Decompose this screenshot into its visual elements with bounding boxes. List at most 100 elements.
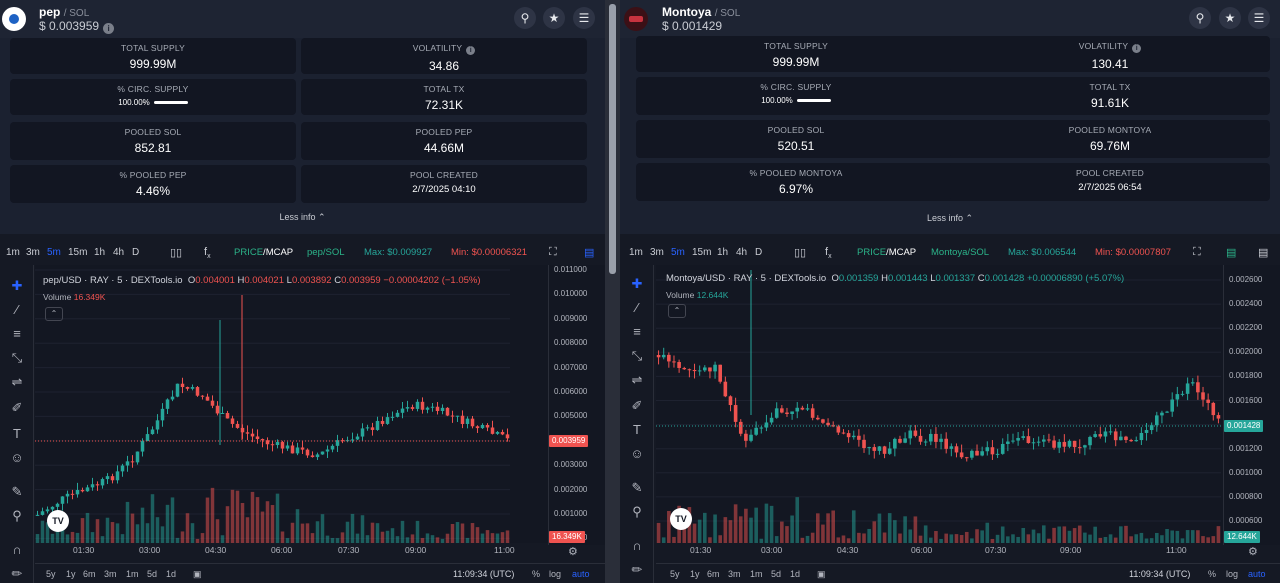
price-axis[interactable]: 0.002600 0.002400 0.002200 0.002000 0.001800… [1223, 265, 1280, 545]
settings-gear-icon[interactable]: ⚙ [568, 546, 578, 558]
range-1m[interactable]: 1m [126, 569, 139, 579]
price-chart[interactable]: pep/USD · RAY · 5 · DEXTools.io O0.00400… [35, 265, 548, 543]
range-1d[interactable]: 1d [166, 569, 177, 579]
range-5d[interactable]: 5d [147, 569, 158, 579]
less-info-toggle[interactable]: Less info ⌃ [926, 213, 974, 223]
volume-bar [35, 534, 40, 543]
range-1d[interactable]: 1d [790, 569, 801, 579]
trendline-icon[interactable]: ∕ [635, 300, 639, 315]
fib-icon[interactable]: ≡ [13, 326, 21, 341]
tf-1h[interactable]: 1h [94, 247, 106, 258]
range-5y[interactable]: 5y [46, 569, 56, 579]
collapse-legend-button[interactable]: ⌃ [45, 307, 63, 321]
range-1y[interactable]: 1y [690, 569, 700, 579]
favorite-button[interactable]: ★ [1219, 7, 1241, 29]
chart-icon[interactable]: ▤ [1226, 247, 1237, 259]
tf-1h[interactable]: 1h [717, 247, 729, 258]
price-mcap-toggle[interactable]: PRICE/MCAP [857, 247, 917, 258]
tf-1m[interactable]: 1m [629, 247, 643, 258]
date-range-icon[interactable]: ▣ [193, 569, 202, 579]
pair-toggle[interactable]: Montoya/SOL [931, 247, 990, 258]
range-5d[interactable]: 5d [771, 569, 782, 579]
indicators-icon[interactable]: fx [825, 246, 832, 261]
log-toggle[interactable]: log [1226, 569, 1239, 579]
scrollbar[interactable] [609, 4, 616, 274]
search-button[interactable]: ⚲ [514, 7, 536, 29]
info-icon[interactable]: i [1132, 44, 1142, 53]
crosshair-icon[interactable]: ✚ [631, 276, 643, 291]
favorite-button[interactable]: ★ [543, 7, 565, 29]
lock-drawings-icon[interactable]: ✏ [631, 562, 643, 577]
price-mcap-toggle[interactable]: PRICE/MCAP [234, 247, 294, 258]
ruler-icon[interactable]: ✎ [11, 484, 23, 499]
info-icon[interactable]: i [103, 23, 115, 34]
time-axis[interactable]: 01:30 03:00 04:30 06:00 07:30 09:00 11:00 [656, 543, 1223, 559]
text-icon[interactable]: T [13, 426, 21, 441]
tf-4h[interactable]: 4h [113, 247, 125, 258]
tf-d[interactable]: D [132, 247, 140, 258]
pair-toggle[interactable]: pep/SOL [307, 247, 345, 258]
candle-type-icon[interactable]: ▯▯ [794, 247, 807, 259]
emoji-icon[interactable]: ☺ [10, 450, 24, 465]
tf-15m[interactable]: 15m [68, 247, 88, 258]
indicators-icon[interactable]: fx [204, 246, 211, 261]
range-5y[interactable]: 5y [670, 569, 680, 579]
range-6m[interactable]: 6m [83, 569, 96, 579]
text-icon[interactable]: T [633, 422, 641, 437]
candle [285, 445, 290, 449]
price-chart[interactable]: Montoya/USD · RAY · 5 · DEXTools.io O0.0… [656, 265, 1223, 543]
menu-button[interactable]: ☰ [1248, 7, 1270, 29]
range-1y[interactable]: 1y [66, 569, 76, 579]
percent-toggle[interactable]: % [532, 569, 541, 579]
tf-4h[interactable]: 4h [736, 247, 748, 258]
tf-3m[interactable]: 3m [650, 247, 664, 258]
price-axis[interactable]: 0.011000 0.010000 0.009000 0.008000 0.007000… [548, 265, 605, 545]
fullscreen-icon[interactable]: ⛶ [549, 246, 557, 258]
pattern-icon[interactable]: ⤡ [631, 348, 643, 363]
zoom-icon[interactable]: ⚲ [632, 504, 642, 519]
pattern-icon[interactable]: ⤡ [11, 350, 23, 365]
tf-5m[interactable]: 5m [671, 247, 685, 258]
settings-gear-icon[interactable]: ⚙ [1248, 546, 1258, 558]
range-3m[interactable]: 3m [104, 569, 117, 579]
search-button[interactable]: ⚲ [1189, 7, 1211, 29]
tf-15m[interactable]: 15m [692, 247, 712, 258]
magnet-icon[interactable]: ∩ [12, 542, 22, 557]
tf-5m[interactable]: 5m [47, 247, 61, 258]
prediction-icon[interactable]: ⇌ [631, 372, 643, 387]
brush-icon[interactable]: ✐ [11, 400, 23, 415]
clock-readout[interactable]: 11:09:34 (UTC) [1129, 569, 1191, 579]
auto-toggle[interactable]: auto [1248, 569, 1266, 579]
zoom-icon[interactable]: ⚲ [12, 508, 22, 523]
log-toggle[interactable]: log [549, 569, 562, 579]
date-range-icon[interactable]: ▣ [817, 569, 826, 579]
collapse-legend-button[interactable]: ⌃ [668, 304, 686, 318]
trendline-icon[interactable]: ∕ [15, 302, 19, 317]
fib-icon[interactable]: ≡ [633, 324, 641, 339]
emoji-icon[interactable]: ☺ [630, 446, 644, 461]
less-info-toggle[interactable]: Less info ⌃ [279, 212, 326, 222]
lock-drawings-icon[interactable]: ✏ [11, 566, 23, 581]
tf-1m[interactable]: 1m [6, 247, 20, 258]
auto-toggle[interactable]: auto [572, 569, 590, 579]
clock-readout[interactable]: 11:09:34 (UTC) [453, 569, 515, 579]
range-1m[interactable]: 1m [750, 569, 763, 579]
range-6m[interactable]: 6m [707, 569, 720, 579]
time-axis[interactable]: 01:30 03:00 04:30 06:00 07:30 09:00 11:00 [35, 543, 548, 559]
magnet-icon[interactable]: ∩ [632, 538, 642, 553]
candle-type-icon[interactable]: ▯▯ [170, 247, 183, 259]
pane-divider[interactable] [605, 0, 620, 583]
crosshair-icon[interactable]: ✚ [11, 278, 23, 293]
menu-button[interactable]: ☰ [573, 7, 595, 29]
tf-3m[interactable]: 3m [26, 247, 40, 258]
compare-icon[interactable]: ▤ [1258, 247, 1269, 259]
percent-toggle[interactable]: % [1208, 569, 1217, 579]
info-icon[interactable]: i [466, 46, 476, 55]
chart-icon[interactable]: ▤ [584, 247, 595, 259]
ruler-icon[interactable]: ✎ [631, 480, 643, 495]
brush-icon[interactable]: ✐ [631, 398, 643, 413]
range-3m[interactable]: 3m [728, 569, 741, 579]
prediction-icon[interactable]: ⇌ [11, 374, 23, 389]
tf-d[interactable]: D [755, 247, 763, 258]
fullscreen-icon[interactable]: ⛶ [1193, 246, 1201, 258]
